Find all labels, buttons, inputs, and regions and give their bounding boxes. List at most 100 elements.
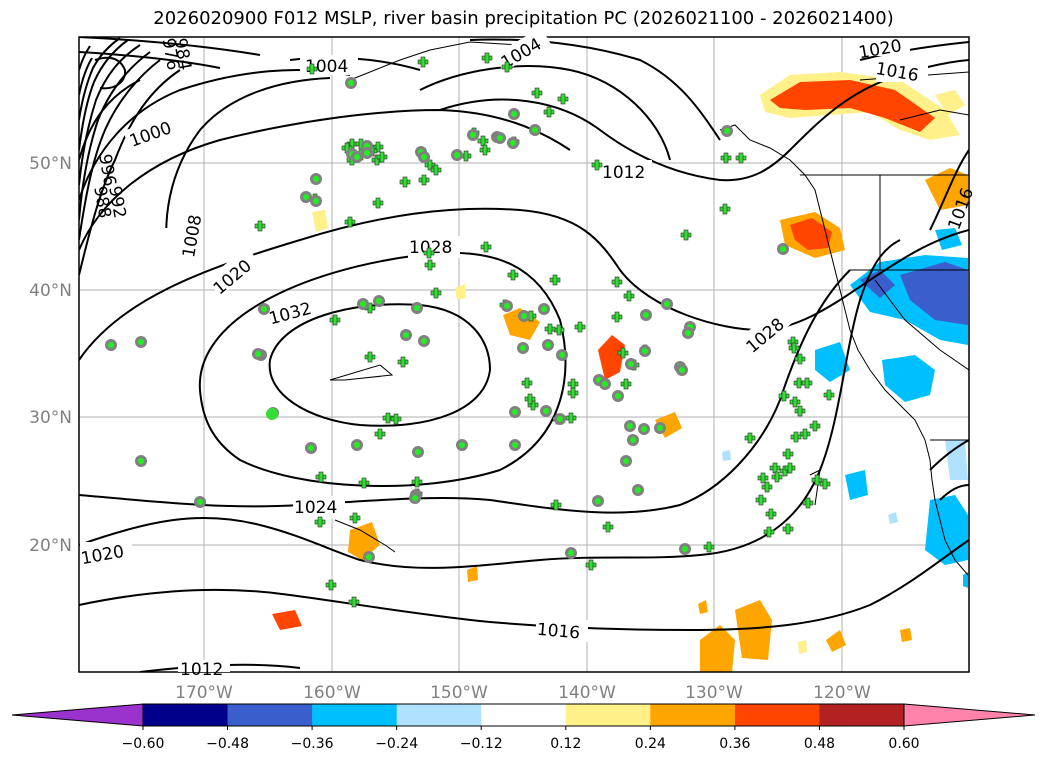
colorbar-extend-low [11,703,144,727]
station-dot-marker [494,132,506,144]
station-dot-marker [679,543,691,555]
station-dot-marker [538,303,550,315]
lon-label-120w: 120°W [813,683,871,703]
station-plus-marker [819,478,831,490]
station-plus-marker [617,347,629,359]
colorbar-tick-label: 0.12 [550,736,581,752]
station-plus-marker [479,144,491,156]
colorbar-bin [650,704,736,726]
colorbar-tick-label: 0.36 [719,736,750,752]
station-plus-marker [794,405,806,417]
station-plus-marker [565,412,577,424]
lon-label-130w: 130°W [685,683,743,703]
station-plus-marker [620,378,632,390]
contour-label: 1012 [602,163,645,183]
colorbar-tick-label: −0.60 [122,736,165,752]
station-dot-marker [509,439,521,451]
station-green-dot [266,408,278,420]
station-dot-marker [305,442,317,454]
station-dot-marker [565,547,577,559]
station-dot-marker [351,151,363,163]
station-plus-marker [782,523,794,535]
station-plus-marker [358,477,370,489]
lon-tick-labels: 170°W 160°W 150°W 140°W 130°W 120°W [175,683,871,703]
station-plus-marker [602,521,614,533]
station-dot-marker [501,300,513,312]
station-plus-marker [788,342,800,354]
station-plus-marker [364,351,376,363]
station-plus-marker [782,448,794,460]
station-plus-marker [585,559,597,571]
colorbar-tick-label: 0.60 [888,736,919,752]
station-dot-marker [639,345,651,357]
station-dot-marker [194,496,206,508]
lon-label-170w: 170°W [175,683,233,703]
station-plus-marker [757,472,769,484]
station-plus-marker [364,302,376,314]
colorbar-bin [565,704,651,726]
station-plus-marker [567,387,579,399]
map-frame [78,36,970,673]
station-dot-marker [518,310,530,322]
station-plus-marker [411,476,423,488]
station-plus-marker [507,269,519,281]
station-dot-marker [517,342,529,354]
station-dot-marker [467,129,479,141]
station-dot-marker [777,243,789,255]
station-plus-marker [761,481,773,493]
lat-label-20n: 20°N [29,536,72,556]
station-plus-marker [430,164,442,176]
station-dot-marker [310,195,322,207]
station-plus-marker [550,499,562,511]
station-plus-marker [557,93,569,105]
station-dot-marker [252,348,264,360]
station-dot-marker [620,455,632,467]
station-dot-marker [412,446,424,458]
station-plus-marker [784,462,796,474]
station-dot-marker [135,336,147,348]
colorbar-tick-label: 0.48 [804,736,835,752]
station-plus-marker [481,52,493,64]
station-plus-marker [399,176,411,188]
lon-label-160w: 160°W [303,683,361,703]
station-dot-marker [400,329,412,341]
station-dot-marker [556,349,568,361]
station-dot-marker [542,339,554,351]
station-plus-marker [430,287,442,299]
station-plus-marker [794,353,806,365]
station-plus-marker [531,87,543,99]
station-plus-marker [823,389,835,401]
station-plus-marker [802,497,814,509]
contour-label: 1016 [536,620,581,644]
station-dot-marker [676,364,688,376]
station-plus-marker [372,197,384,209]
station-plus-marker [611,311,623,323]
station-plus-marker [521,377,533,389]
station-plus-marker [719,203,731,215]
lon-label-140w: 140°W [558,683,616,703]
colorbar-tick-label: −0.24 [375,736,418,752]
station-dot-marker [456,439,468,451]
station-plus-marker [755,494,767,506]
station-plus-marker [799,428,811,440]
station-dot-marker [135,455,147,467]
station-plus-marker [376,151,388,163]
station-dot-marker [721,125,733,137]
station-plus-marker [811,474,823,486]
station-dot-marker [682,327,694,339]
station-dot-marker [625,358,637,370]
colorbar-bin [312,704,398,726]
station-dot-marker [599,378,611,390]
station-dot-marker [409,492,421,504]
station-plus-marker [417,56,429,68]
station-plus-marker [735,152,747,164]
station-plus-marker [611,276,623,288]
station-dot-marker [300,191,312,203]
station-plus-marker [306,63,318,75]
station-dot-marker [105,339,117,351]
station-plus-marker [801,377,813,389]
station-dot-marker [554,413,566,425]
station-plus-marker [315,471,327,483]
lat-label-50n: 50°N [29,154,72,174]
